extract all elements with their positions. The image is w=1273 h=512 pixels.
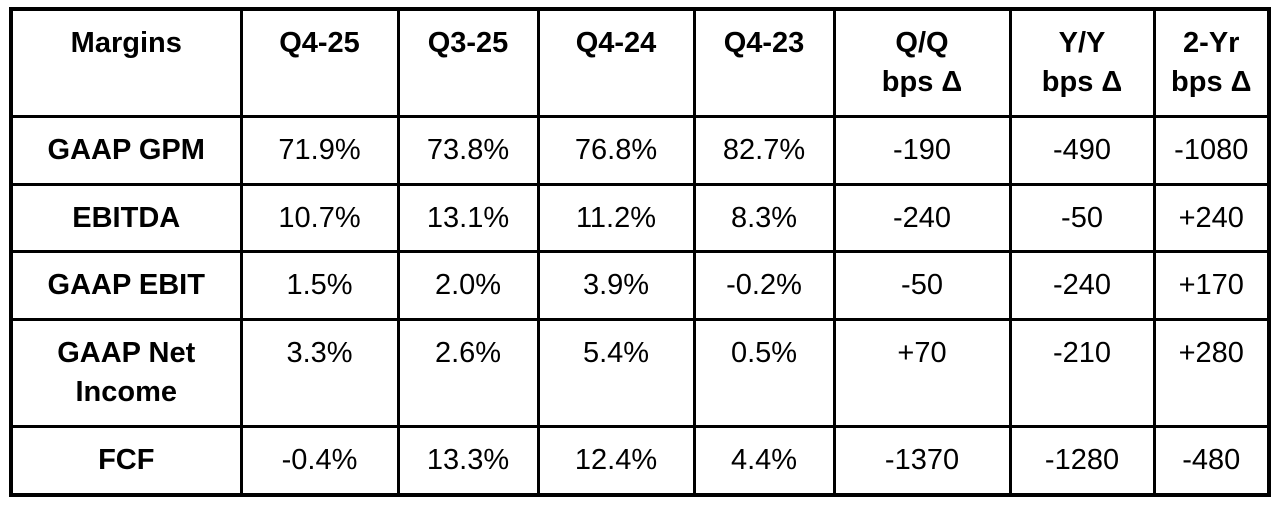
data-cell: 5.4% [536, 318, 696, 429]
row-label: GAAP EBIT [9, 250, 243, 322]
data-cell: -1280 [1008, 425, 1156, 497]
data-cell: 13.1% [396, 182, 540, 254]
header-label: Y/Y [1058, 27, 1106, 59]
data-cell: 12.4% [536, 425, 696, 497]
header-label: Q4-25 [279, 27, 360, 59]
table-row-gaap-ebit: GAAP EBIT 1.5% 2.0% 3.9% -0.2% -50 -240 … [9, 250, 1271, 322]
table-row-gaap-gpm: GAAP GPM 71.9% 73.8% 76.8% 82.7% -190 -4… [9, 114, 1271, 186]
data-cell: 76.8% [536, 114, 696, 186]
header-cell-2yr-bps: 2-Yr bps Δ [1152, 7, 1271, 118]
row-label: FCF [9, 425, 243, 497]
data-cell: 3.9% [536, 250, 696, 322]
table-row-ebitda: EBITDA 10.7% 13.1% 11.2% 8.3% -240 -50 +… [9, 182, 1271, 254]
data-cell: +70 [832, 318, 1012, 429]
header-sublabel: bps Δ [1041, 65, 1123, 98]
row-label: GAAP GPM [9, 114, 243, 186]
data-cell: +280 [1152, 318, 1271, 429]
data-cell: -240 [832, 182, 1012, 254]
header-cell-q4-24: Q4-24 [536, 7, 696, 118]
data-cell: -50 [1008, 182, 1156, 254]
data-cell: -0.2% [692, 250, 836, 322]
data-cell: 0.5% [692, 318, 836, 429]
header-cell-q4-25: Q4-25 [239, 7, 400, 118]
header-label: Q/Q [895, 27, 949, 59]
data-cell: -50 [832, 250, 1012, 322]
header-label: Margins [70, 27, 182, 59]
data-cell: 10.7% [239, 182, 400, 254]
row-label: EBITDA [9, 182, 243, 254]
data-cell: 4.4% [692, 425, 836, 497]
data-cell: 73.8% [396, 114, 540, 186]
header-sublabel: bps Δ [881, 65, 963, 98]
margins-table: Margins Q4-25 Q3-25 Q4-24 Q4-23 Q/Q bps Δ… [9, 7, 1271, 497]
data-cell: 2.0% [396, 250, 540, 322]
data-cell: -1080 [1152, 114, 1271, 186]
data-cell: 1.5% [239, 250, 400, 322]
data-cell: 11.2% [536, 182, 696, 254]
header-label: Q3-25 [427, 27, 509, 59]
row-label: GAAP Net Income [9, 318, 243, 429]
data-cell: -490 [1008, 114, 1156, 186]
header-sublabel: bps Δ [1171, 65, 1252, 98]
data-cell: +170 [1152, 250, 1271, 322]
data-cell: 8.3% [692, 182, 836, 254]
data-cell: -240 [1008, 250, 1156, 322]
header-label: 2-Yr [1183, 27, 1240, 59]
data-cell: 13.3% [396, 425, 540, 497]
header-cell-yy-bps: Y/Y bps Δ [1008, 7, 1156, 118]
data-cell: 82.7% [692, 114, 836, 186]
data-cell: -480 [1152, 425, 1271, 497]
data-cell: 71.9% [239, 114, 400, 186]
header-cell-q4-23: Q4-23 [692, 7, 836, 118]
data-cell: -0.4% [239, 425, 400, 497]
data-cell: 3.3% [239, 318, 400, 429]
header-label: Q4-24 [575, 27, 657, 59]
data-cell: -1370 [832, 425, 1012, 497]
data-cell: +240 [1152, 182, 1271, 254]
header-cell-qq-bps: Q/Q bps Δ [832, 7, 1012, 118]
header-cell-q3-25: Q3-25 [396, 7, 540, 118]
header-label: Q4-23 [723, 27, 805, 59]
header-row: Margins Q4-25 Q3-25 Q4-24 Q4-23 Q/Q bps Δ… [9, 7, 1271, 118]
table-row-gaap-net-income: GAAP Net Income 3.3% 2.6% 5.4% 0.5% +70 … [9, 318, 1271, 429]
data-cell: -210 [1008, 318, 1156, 429]
table-row-fcf: FCF -0.4% 13.3% 12.4% 4.4% -1370 -1280 -… [9, 425, 1271, 497]
data-cell: 2.6% [396, 318, 540, 429]
data-cell: -190 [832, 114, 1012, 186]
header-cell-margins: Margins [9, 7, 243, 118]
